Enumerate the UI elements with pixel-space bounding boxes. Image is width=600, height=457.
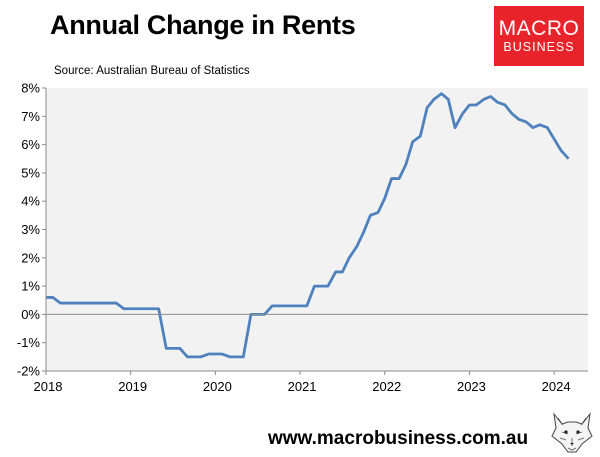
x-tick-label: 2021 (288, 379, 317, 394)
website-url: www.macrobusiness.com.au (268, 428, 529, 449)
x-tick-label: 2018 (34, 379, 63, 394)
x-tick-label: 2022 (372, 379, 401, 394)
macrobusiness-logo: MACRO BUSINESS (494, 6, 584, 66)
plot-area (46, 88, 588, 371)
axis-lines (45, 88, 588, 372)
fox-sketch-icon (551, 412, 593, 453)
logo-line-2: BUSINESS (503, 39, 575, 54)
y-tick-label: 3% (21, 222, 40, 237)
x-tick-label: 2020 (203, 379, 232, 394)
x-tick-label: 2023 (457, 379, 486, 394)
y-tick-label: 7% (21, 109, 40, 124)
logo-line-1: MACRO (498, 16, 580, 40)
y-tick-label: -2% (17, 364, 41, 379)
y-tick-label: 4% (21, 194, 40, 209)
x-tick-label: 2024 (542, 379, 571, 394)
y-tick-label: 0% (21, 307, 40, 322)
y-tick-label: 6% (21, 137, 40, 152)
axis-tick-labels: -2% -1% 0% 1% 2% 3% 4% 5% 6% 7% 8% 2018 2019 2020 2021… (17, 81, 571, 395)
y-tick-label: 5% (21, 165, 40, 180)
rent-change-line (46, 92, 570, 359)
y-tick-label: 8% (21, 81, 40, 96)
chart-title: Annual Change in Rents (50, 10, 356, 40)
y-tick-label: -1% (17, 335, 41, 350)
y-tick-label: 2% (21, 250, 40, 265)
x-tick-label: 2019 (118, 379, 147, 394)
axis-ticks (42, 87, 555, 375)
source-note: Source: Australian Bureau of Statistics (54, 65, 250, 77)
y-tick-label: 1% (21, 279, 40, 294)
